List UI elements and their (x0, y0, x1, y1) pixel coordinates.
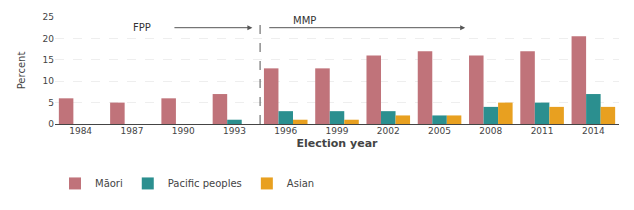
svg-text:1987: 1987 (120, 126, 143, 136)
svg-text:0: 0 (48, 119, 54, 129)
svg-text:2002: 2002 (377, 126, 400, 136)
svg-text:2008: 2008 (479, 126, 502, 136)
svg-text:FPP: FPP (133, 22, 151, 33)
svg-text:1993: 1993 (223, 126, 246, 136)
svg-text:5: 5 (48, 98, 54, 108)
svg-text:1984: 1984 (69, 126, 92, 136)
svg-text:20: 20 (43, 34, 55, 44)
svg-text:25: 25 (43, 12, 54, 22)
svg-text:2014: 2014 (582, 126, 605, 136)
svg-text:1990: 1990 (172, 126, 195, 136)
svg-text:2005: 2005 (428, 126, 451, 136)
svg-text:Māori: Māori (95, 178, 123, 189)
svg-text:2011: 2011 (531, 126, 554, 136)
svg-text:10: 10 (43, 76, 55, 86)
svg-text:1996: 1996 (274, 126, 297, 136)
svg-text:Pacific peoples: Pacific peoples (168, 178, 242, 189)
svg-text:15: 15 (43, 55, 54, 65)
svg-text:1999: 1999 (326, 126, 349, 136)
svg-text:MMP: MMP (293, 15, 316, 26)
svg-text:Asian: Asian (287, 178, 314, 189)
svg-text:Percent: Percent (16, 52, 27, 90)
svg-text:Election year: Election year (297, 137, 379, 150)
